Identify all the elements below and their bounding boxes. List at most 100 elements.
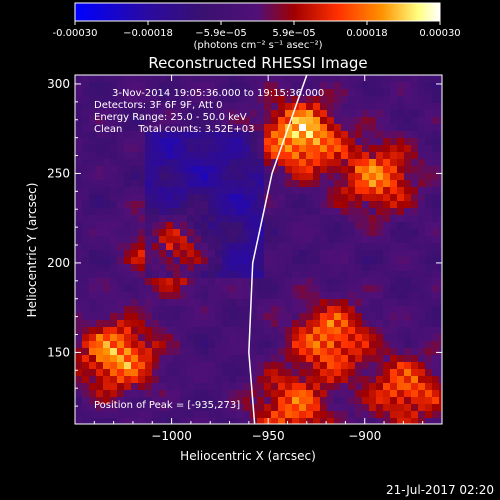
heatmap-cell (236, 201, 243, 208)
heatmap-cell (131, 257, 138, 264)
heatmap-cell (89, 404, 96, 411)
heatmap-cell (236, 362, 243, 369)
heatmap-cell (229, 89, 236, 96)
heatmap-cell (369, 285, 376, 292)
heatmap-cell (376, 243, 383, 250)
heatmap-cell (411, 320, 418, 327)
heatmap-cell (243, 271, 250, 278)
heatmap-cell (96, 145, 103, 152)
heatmap-cell (215, 383, 222, 390)
heatmap-cell (166, 124, 173, 131)
heatmap-cell (411, 285, 418, 292)
heatmap-cell (425, 159, 432, 166)
heatmap-cell (439, 173, 442, 180)
heatmap-cell (271, 222, 278, 229)
heatmap-cell (271, 299, 278, 306)
heatmap-cell (201, 376, 208, 383)
heatmap-cell (439, 320, 442, 327)
heatmap-cell (82, 257, 89, 264)
heatmap-cell (306, 264, 313, 271)
heatmap-cell (201, 271, 208, 278)
heatmap-cell (264, 173, 271, 180)
heatmap-cell (334, 264, 341, 271)
heatmap-cell (292, 348, 299, 355)
heatmap-cell (243, 180, 250, 187)
heatmap-cell (278, 117, 285, 124)
heatmap-cell (138, 110, 145, 117)
heatmap-cell (362, 117, 369, 124)
heatmap-cell (397, 306, 404, 313)
heatmap-cell (145, 194, 152, 201)
heatmap-cell (131, 320, 138, 327)
heatmap-cell (222, 208, 229, 215)
heatmap-cell (187, 362, 194, 369)
heatmap-cell (292, 229, 299, 236)
heatmap-cell (215, 264, 222, 271)
heatmap-cell (334, 236, 341, 243)
heatmap-cell (236, 187, 243, 194)
heatmap-cell (131, 292, 138, 299)
heatmap-cell (292, 313, 299, 320)
heatmap-cell (208, 117, 215, 124)
heatmap-cell (348, 96, 355, 103)
heatmap-cell (418, 411, 425, 418)
heatmap-cell (236, 369, 243, 376)
heatmap-cell (285, 383, 292, 390)
heatmap-cell (131, 250, 138, 257)
heatmap-cell (75, 229, 82, 236)
heatmap-cell (236, 138, 243, 145)
heatmap-cell (313, 271, 320, 278)
heatmap-cell (173, 327, 180, 334)
heatmap-cell (355, 152, 362, 159)
heatmap-cell (376, 215, 383, 222)
heatmap-cell (257, 110, 264, 117)
heatmap-cell (180, 264, 187, 271)
heatmap-cell (215, 257, 222, 264)
heatmap-cell (166, 390, 173, 397)
heatmap-cell (411, 292, 418, 299)
heatmap-cell (362, 334, 369, 341)
heatmap-cell (208, 278, 215, 285)
heatmap-cell (215, 355, 222, 362)
heatmap-cell (243, 75, 250, 82)
heatmap-cell (306, 194, 313, 201)
heatmap-cell (362, 89, 369, 96)
heatmap-cell (390, 299, 397, 306)
heatmap-cell (236, 89, 243, 96)
heatmap-cell (327, 103, 334, 110)
heatmap-cell (306, 376, 313, 383)
heatmap-cell (180, 131, 187, 138)
heatmap-cell (103, 334, 110, 341)
heatmap-cell (404, 187, 411, 194)
heatmap-cell (327, 243, 334, 250)
heatmap-cell (152, 257, 159, 264)
heatmap-cell (215, 404, 222, 411)
heatmap-cell (229, 278, 236, 285)
heatmap-cell (264, 166, 271, 173)
heatmap-cell (278, 271, 285, 278)
heatmap-cell (292, 320, 299, 327)
heatmap-cell (348, 236, 355, 243)
heatmap-cell (299, 173, 306, 180)
heatmap-cell (145, 257, 152, 264)
heatmap-cell (306, 271, 313, 278)
heatmap-cell (117, 131, 124, 138)
heatmap-cell (180, 257, 187, 264)
heatmap-cell (250, 180, 257, 187)
heatmap-cell (250, 320, 257, 327)
heatmap-cell (152, 243, 159, 250)
heatmap-cell (341, 152, 348, 159)
heatmap-cell (348, 166, 355, 173)
heatmap-cell (411, 341, 418, 348)
heatmap-cell (397, 117, 404, 124)
heatmap-cell (292, 82, 299, 89)
heatmap-cell (166, 229, 173, 236)
heatmap-cell (320, 159, 327, 166)
heatmap-cell (285, 285, 292, 292)
heatmap-cell (285, 131, 292, 138)
heatmap-cell (355, 236, 362, 243)
heatmap-cell (418, 159, 425, 166)
heatmap-cell (439, 369, 442, 376)
heatmap-cell (89, 250, 96, 257)
heatmap-cell (320, 348, 327, 355)
